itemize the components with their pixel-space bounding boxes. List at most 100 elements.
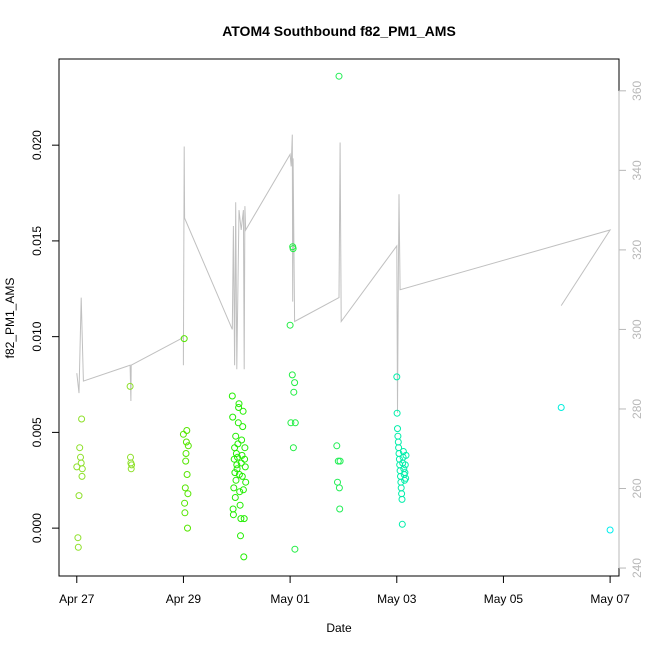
y-axis-label: f82_PM1_AMS: [3, 278, 17, 359]
data-point-49: [236, 501, 244, 509]
data-point-69: [289, 245, 297, 253]
data-point-40: [233, 461, 241, 469]
data-point-4: [76, 444, 84, 452]
y-axis-right: 240 260 280 300 320 340 360: [618, 80, 644, 578]
x-tick-label: Apr 27: [59, 592, 95, 606]
data-point-32: [230, 484, 238, 492]
data-point-21: [182, 450, 190, 457]
data-point-17: [181, 499, 189, 507]
data-point-8: [78, 472, 86, 480]
data-point-53: [238, 436, 246, 444]
data-point-7: [78, 415, 86, 423]
data-point-45: [235, 404, 243, 411]
x-tick-label: May 07: [590, 592, 630, 606]
data-point-108: [557, 404, 565, 411]
data-point-29: [229, 413, 237, 421]
data-point-1: [74, 534, 82, 542]
data-point-43: [234, 440, 242, 448]
data-point-20: [182, 457, 190, 465]
data-point-23: [183, 427, 191, 434]
data-point-107: [402, 451, 410, 459]
data-point-56: [239, 423, 247, 431]
data-point-71: [290, 388, 298, 396]
y2-tick-label: 280: [630, 399, 644, 419]
data-point-13: [127, 465, 135, 473]
y-axis-left: 0.000 0.005 0.010 0.015 0.020: [30, 130, 60, 543]
y-tick-label: 0.005: [30, 417, 44, 447]
data-point-37: [232, 432, 240, 440]
data-point-73: [291, 545, 299, 553]
data-point-96: [398, 495, 406, 503]
y-tick-label: 0.010: [30, 321, 44, 351]
data-point-72: [291, 379, 299, 387]
x-tick-label: May 03: [377, 592, 417, 606]
data-point-109: [606, 526, 614, 534]
y2-tick-label: 260: [630, 478, 644, 498]
data-point-105: [401, 461, 409, 469]
data-point-76: [333, 442, 341, 450]
temperature-line: [76, 134, 612, 413]
data-point-60: [240, 515, 248, 523]
data-point-63: [241, 463, 249, 471]
x-tick-label: May 05: [484, 592, 524, 606]
data-point-24: [183, 471, 191, 478]
x-tick-label: Apr 29: [166, 592, 202, 606]
data-point-74: [291, 419, 299, 427]
x-tick-label: May 01: [270, 592, 310, 606]
data-point-31: [229, 511, 237, 519]
data-point-22: [182, 438, 190, 446]
data-point-70: [289, 444, 297, 452]
data-point-2: [74, 543, 82, 551]
data-point-50: [237, 532, 244, 540]
data-point-19: [181, 484, 189, 492]
data-point-67: [288, 371, 296, 379]
data-point-3: [75, 492, 83, 500]
data-point-48: [236, 488, 244, 496]
data-point-79: [335, 484, 343, 492]
data-point-80: [336, 505, 344, 513]
data-point-18: [181, 509, 189, 517]
data-point-58: [239, 486, 247, 494]
data-point-66: [287, 419, 295, 427]
data-point-14: [128, 461, 136, 469]
data-point-65: [286, 321, 294, 329]
data-point-16: [180, 335, 188, 343]
x-axis-label: Date: [326, 621, 352, 635]
data-point-97: [398, 520, 406, 528]
temperature-line-series: [76, 134, 612, 413]
y2-tick-label: 340: [630, 160, 644, 180]
y2-tick-label: 320: [630, 240, 644, 260]
data-point-81: [336, 457, 344, 465]
data-point-27: [184, 442, 192, 450]
chart-title: ATOM4 Southbound f82_PM1_AMS: [222, 23, 456, 39]
data-point-10: [126, 382, 134, 390]
data-point-25: [184, 524, 191, 532]
data-point-51: [237, 515, 245, 523]
y-tick-label: 0.020: [30, 130, 44, 160]
data-point-28: [228, 392, 236, 400]
y2-tick-label: 300: [630, 319, 644, 339]
data-point-41: [233, 465, 241, 473]
data-point-75: [335, 72, 343, 80]
data-point-44: [234, 419, 242, 427]
data-point-57: [239, 407, 247, 415]
data-point-61: [241, 455, 249, 463]
x-axis: Apr 27 Apr 29 May 01 May 03 May 05 May 07: [59, 575, 630, 606]
data-point-82: [393, 373, 401, 381]
data-point-84: [394, 425, 401, 433]
data-point-55: [238, 472, 246, 480]
y-tick-label: 0.000: [30, 513, 44, 543]
y2-tick-label: 360: [630, 80, 644, 100]
data-point-9: [78, 465, 86, 473]
data-point-59: [240, 553, 248, 561]
data-point-38: [232, 476, 240, 484]
data-point-106: [402, 474, 410, 482]
y2-tick-label: 240: [630, 558, 644, 578]
data-point-62: [241, 444, 249, 452]
data-point-46: [235, 400, 243, 408]
scatter-points: [73, 72, 614, 561]
data-point-83: [393, 409, 401, 417]
data-point-26: [184, 490, 192, 498]
